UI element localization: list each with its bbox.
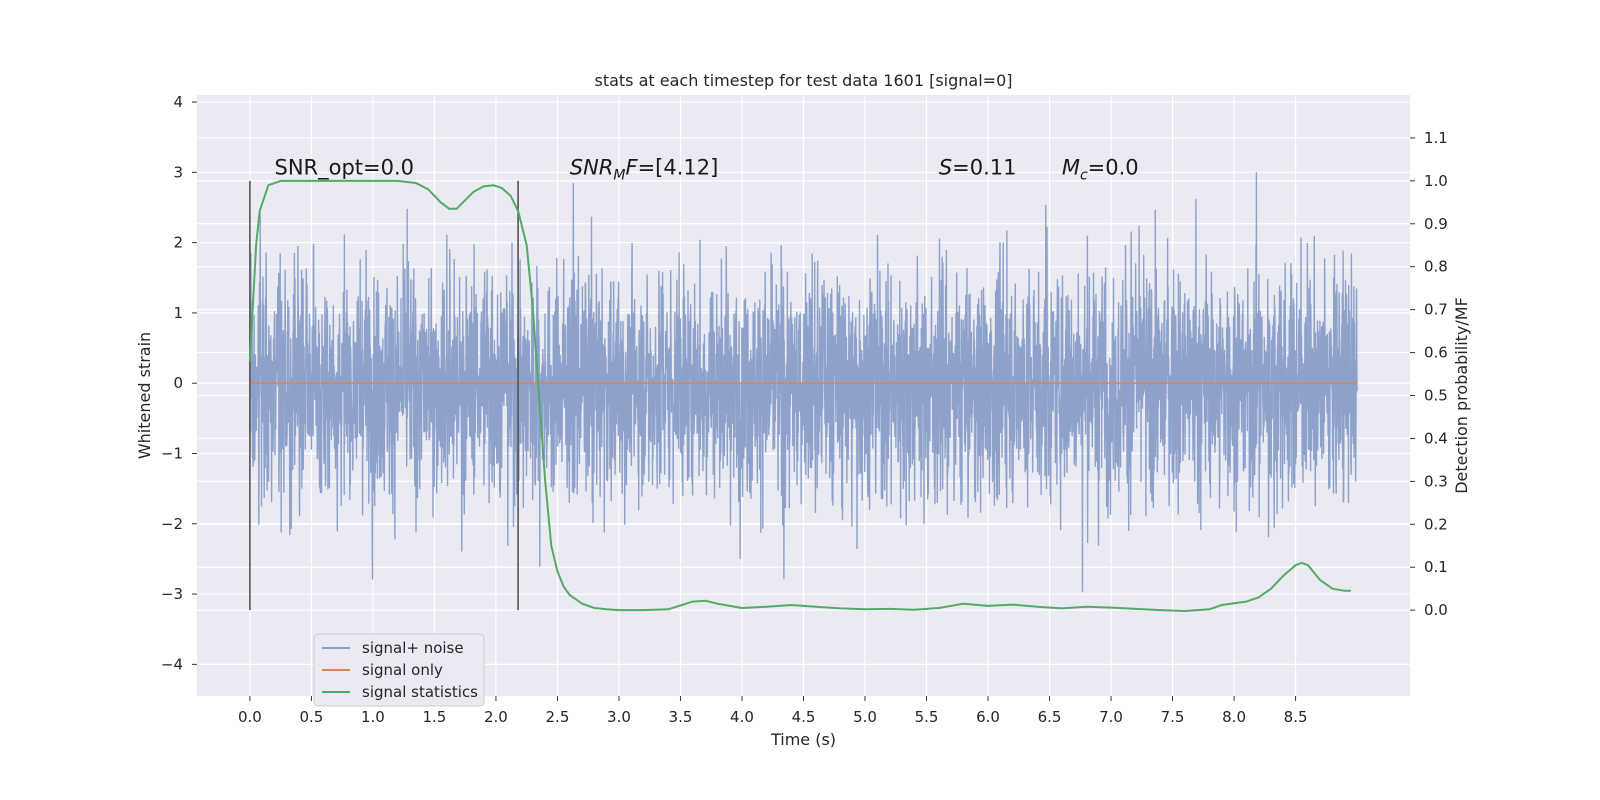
annotation-snr-mf-f: F <box>625 155 638 179</box>
y-right-tick-label: 0.9 <box>1424 215 1448 233</box>
y-tick-label: 1 <box>173 304 183 322</box>
y-tick-label: −4 <box>161 655 183 673</box>
legend: signal+ noise signal only signal statistic… <box>313 633 485 707</box>
y-right-tick-label: 0.1 <box>1424 558 1448 576</box>
x-tick-label: 6.0 <box>976 708 1000 726</box>
y-tick-label: −2 <box>161 515 183 533</box>
x-tick-label: 1.0 <box>361 708 385 726</box>
x-tick-label: 4.5 <box>792 708 816 726</box>
chart-title: stats at each timestep for test data 160… <box>594 71 1012 90</box>
y-tick-label: 4 <box>173 93 183 111</box>
y-right-tick-label: 1.1 <box>1424 129 1448 147</box>
annotation-s-name: S <box>939 155 952 179</box>
legend-label: signal+ noise <box>362 639 464 657</box>
legend-label: signal only <box>362 661 443 679</box>
y-tick-label: −1 <box>161 444 183 462</box>
x-tick-label: 5.0 <box>853 708 877 726</box>
x-tick-label: 5.5 <box>915 708 939 726</box>
x-tick-label: 7.0 <box>1099 708 1123 726</box>
x-tick-label: 4.0 <box>730 708 754 726</box>
y-right-tick-label: 0.0 <box>1424 601 1448 619</box>
y-tick-label: −3 <box>161 585 183 603</box>
y-right-tick-label: 0.4 <box>1424 429 1448 447</box>
x-tick-label: 0.5 <box>299 708 323 726</box>
annotation-snr-mf-name: SNR <box>570 155 614 179</box>
noise-trace <box>249 172 1358 593</box>
statistics-line <box>248 179 1351 612</box>
y-right-tick-label: 0.5 <box>1424 387 1448 405</box>
x-tick-label: 2.0 <box>484 708 508 726</box>
vertical-markers <box>249 180 519 611</box>
x-tick-label: 8.5 <box>1284 708 1308 726</box>
annotation-mc-sub: c <box>1080 167 1088 183</box>
annotation-snr-opt: SNR_opt=0.0 <box>275 155 415 180</box>
y-right-tick-label: 0.2 <box>1424 515 1448 533</box>
y-axis-right-label: Detection probability/MF <box>1452 297 1471 494</box>
legend-box <box>313 633 485 707</box>
noise-series <box>249 172 1358 593</box>
axis-ticks: 0.0 0.5 1.0 1.5 2.0 2.5 3.0 3.5 4.0 4.5 5.0 5.5 6.0 6… <box>161 93 1448 726</box>
annotation-mc-name: M <box>1062 155 1080 179</box>
x-tick-label: 6.5 <box>1038 708 1062 726</box>
annotation-mc-value: =0.0 <box>1088 155 1139 179</box>
annotation-snr-mf-value: =[4.12] <box>638 155 719 179</box>
annotation-s-value: =0.11 <box>952 155 1016 179</box>
annotation-snr-mf: SNRMF=[4.12] <box>570 155 719 183</box>
x-tick-label: 7.5 <box>1161 708 1185 726</box>
y-right-tick-label: 1.0 <box>1424 172 1448 190</box>
y-right-tick-label: 0.8 <box>1424 258 1448 276</box>
y-right-tick-label: 0.6 <box>1424 344 1448 362</box>
x-tick-label: 2.5 <box>546 708 570 726</box>
y-tick-label: 0 <box>173 374 183 392</box>
x-tick-label: 0.0 <box>238 708 262 726</box>
y-tick-label: 3 <box>173 163 183 181</box>
x-tick-label: 8.0 <box>1222 708 1246 726</box>
annotation-mc: Mc=0.0 <box>1062 155 1139 183</box>
y-right-tick-label: 0.7 <box>1424 301 1448 319</box>
x-tick-label: 3.0 <box>607 708 631 726</box>
y-axis-label: Whitened strain <box>135 332 154 459</box>
x-tick-label: 3.5 <box>669 708 693 726</box>
annotation-snr-mf-sub: M <box>613 167 625 183</box>
y-right-tick-label: 0.3 <box>1424 472 1448 490</box>
annotation-s: S=0.11 <box>939 155 1017 179</box>
x-tick-label: 1.5 <box>423 708 447 726</box>
x-axis-label: Time (s) <box>770 730 836 749</box>
statistics-series <box>248 179 1351 612</box>
y-tick-label: 2 <box>173 234 183 252</box>
legend-label: signal statistics <box>362 683 478 701</box>
